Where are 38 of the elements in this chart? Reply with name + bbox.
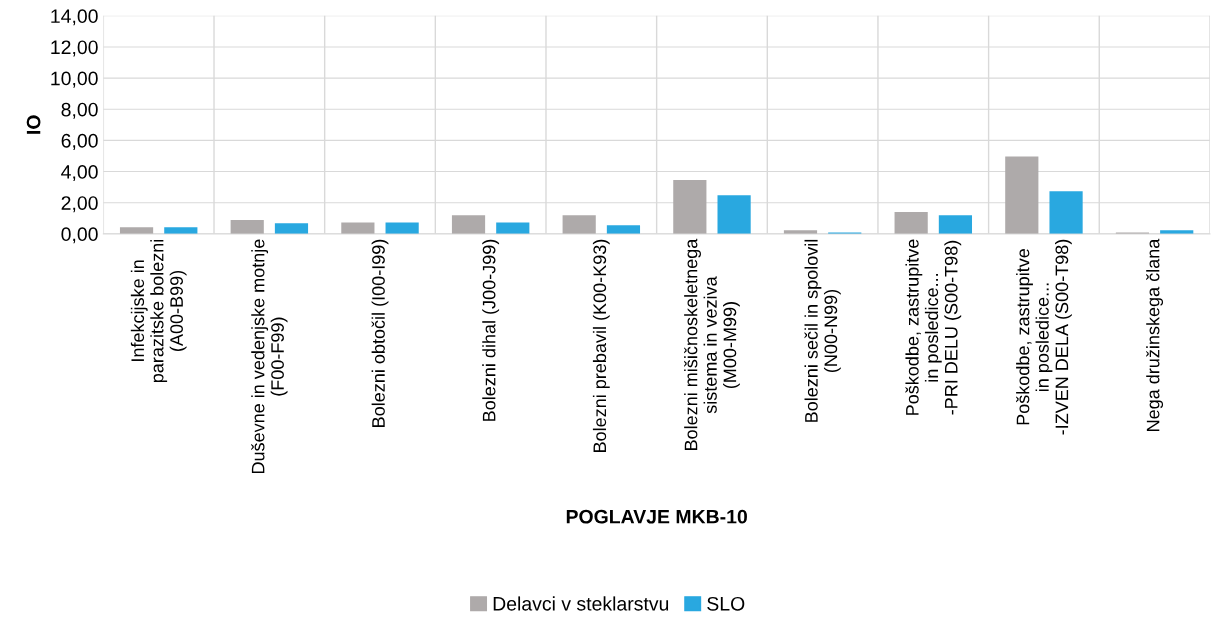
legend-label: Delavci v steklarstvu <box>493 596 669 611</box>
bar <box>496 222 530 234</box>
bar <box>673 180 707 234</box>
legend-label: SLO <box>707 596 745 611</box>
bar <box>230 219 264 234</box>
y-tick-label: 2,00 <box>61 196 98 213</box>
bar <box>119 227 154 234</box>
bar <box>1005 156 1039 234</box>
x-axis-title: POGLAVJE MKB-10 <box>566 509 747 524</box>
x-tick-label: Bolezni sečil in spolovil (N00-N99) <box>804 239 841 422</box>
bar <box>894 212 928 234</box>
y-tick-label: 14,00 <box>51 9 98 26</box>
x-tick-label: Bolezni dihal (J00-J99) <box>482 239 500 421</box>
y-tick-label: 12,00 <box>51 40 98 57</box>
y-tick-label: 10,00 <box>51 71 98 88</box>
bar <box>938 215 973 234</box>
bar <box>451 215 486 234</box>
y-tick-label: 8,00 <box>61 102 98 119</box>
y-tick-label: 4,00 <box>61 165 98 182</box>
y-tick-label: 0,00 <box>61 227 98 244</box>
bar <box>606 225 641 234</box>
bar <box>1049 191 1083 234</box>
x-tick-label: Infekcijske in parazitske bolezni (A00-B99) <box>130 239 187 383</box>
x-tick-label: Poškodbe, zastrupitve in posledice... -IZVEN DELA (S00-T98) <box>1016 239 1072 435</box>
x-tick-label: Duševne in vedenjske motnje (F00-F99) <box>251 239 288 474</box>
bar <box>341 222 375 234</box>
x-tick-label: Bolezni obtočil (I00-I99) <box>371 239 389 427</box>
bar <box>385 222 419 234</box>
x-tick-label: Nega družinskega člana <box>1146 238 1164 431</box>
bar <box>717 195 751 234</box>
y-axis-title: IO <box>26 115 41 134</box>
x-tick-label: Bolezni prebavil (K00-K93) <box>592 239 610 452</box>
x-tick-label: Poškodbe, zastrupitve in posledice... -PRI DELU (S00-T98) <box>905 239 962 415</box>
bar <box>164 227 198 234</box>
y-tick-label: 6,00 <box>61 133 98 150</box>
x-tick-label: Bolezni mišičnoskeletnega sistema in veziva (M00-M99) <box>684 238 740 450</box>
bar <box>562 215 596 234</box>
bar <box>274 223 309 234</box>
